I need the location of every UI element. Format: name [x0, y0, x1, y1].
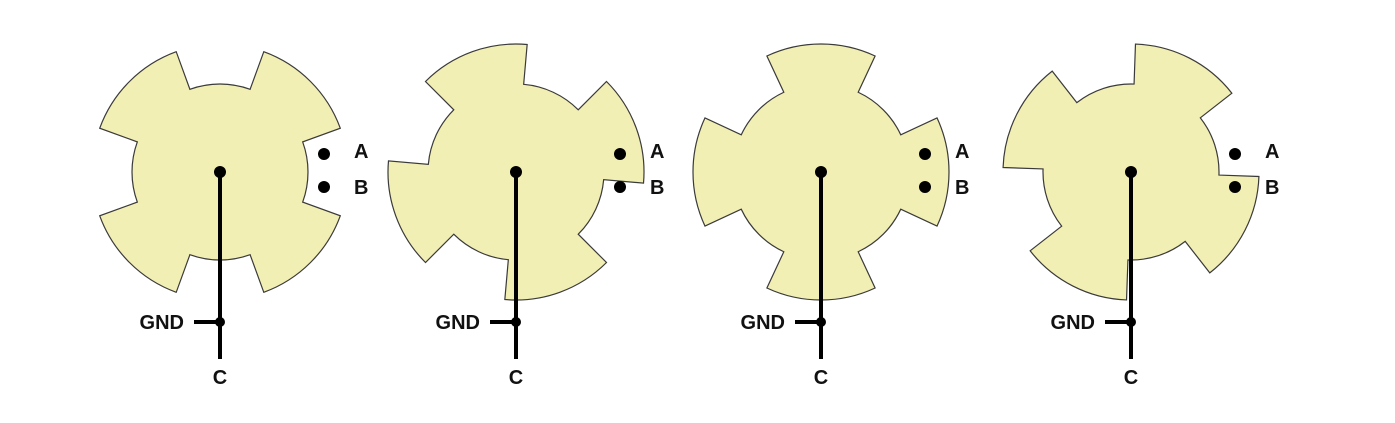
contact-a-dot	[318, 148, 330, 160]
ground-label: GND	[436, 312, 480, 334]
ground-label: GND	[140, 312, 184, 334]
contact-b-dot	[318, 181, 330, 193]
encoder-4: GND C AB	[1002, 43, 1279, 389]
common-label: C	[1124, 367, 1138, 389]
encoder-1: GND C AB	[98, 50, 368, 389]
ground-label: GND	[1051, 312, 1095, 334]
contact-b-label: B	[1265, 177, 1279, 199]
contact-a-label: A	[1265, 141, 1279, 163]
encoder-3: GND C AB	[692, 43, 969, 389]
contact-a-dot	[919, 148, 931, 160]
ground-junction	[511, 317, 521, 327]
contact-a-dot	[614, 148, 626, 160]
contact-b-dot	[614, 181, 626, 193]
ground-junction	[816, 317, 826, 327]
ground-junction	[1126, 317, 1136, 327]
contact-a-label: A	[650, 141, 664, 163]
contact-b-label: B	[354, 177, 368, 199]
ground-label: GND	[741, 312, 785, 334]
ground-junction	[215, 317, 225, 327]
common-label: C	[509, 367, 523, 389]
contact-a-dot	[1229, 148, 1241, 160]
encoder-2: GND C AB	[387, 43, 664, 389]
contact-b-label: B	[650, 177, 664, 199]
contact-a-label: A	[955, 141, 969, 163]
contact-b-dot	[1229, 181, 1241, 193]
contact-b-label: B	[955, 177, 969, 199]
common-label: C	[213, 367, 227, 389]
common-label: C	[814, 367, 828, 389]
contact-b-dot	[919, 181, 931, 193]
contact-a-label: A	[354, 141, 368, 163]
